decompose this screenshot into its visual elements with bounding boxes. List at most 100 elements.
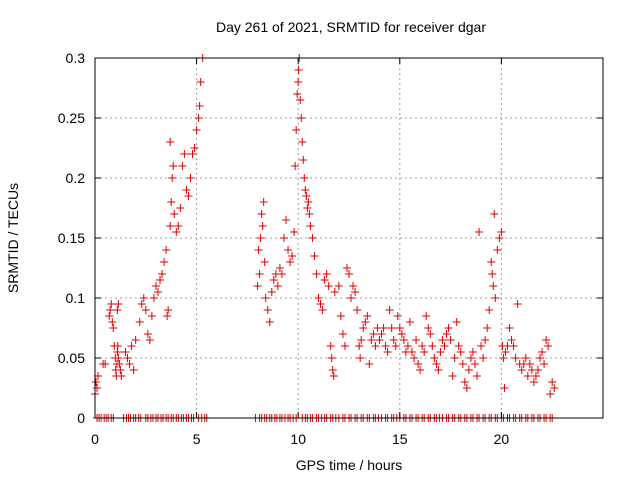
data-point xyxy=(529,378,538,386)
data-point xyxy=(299,156,308,164)
data-point xyxy=(462,384,471,392)
data-point xyxy=(500,384,509,392)
data-points xyxy=(91,54,559,422)
data-point xyxy=(163,312,172,320)
data-point xyxy=(330,288,339,296)
data-point xyxy=(489,282,498,290)
data-point xyxy=(180,150,189,158)
data-point xyxy=(284,246,293,254)
data-point xyxy=(434,366,443,374)
data-point xyxy=(305,210,314,218)
data-point xyxy=(176,204,185,212)
data-point xyxy=(379,324,388,332)
data-point xyxy=(92,378,101,386)
data-point xyxy=(507,336,516,344)
data-point xyxy=(481,336,490,344)
data-point xyxy=(258,222,267,230)
data-point xyxy=(540,360,549,368)
data-point xyxy=(414,360,423,368)
data-point xyxy=(359,324,368,332)
data-point xyxy=(353,306,362,314)
data-point xyxy=(300,174,309,182)
data-point xyxy=(151,282,160,290)
data-point xyxy=(297,114,306,122)
data-point xyxy=(531,372,540,380)
data-point xyxy=(517,366,526,374)
data-point xyxy=(345,270,353,278)
data-point xyxy=(143,330,152,338)
data-point xyxy=(329,372,338,380)
data-point xyxy=(286,258,295,266)
data-point xyxy=(450,354,459,362)
y-tick-label: 0.25 xyxy=(58,110,85,126)
data-point xyxy=(444,324,453,332)
data-point xyxy=(101,360,110,368)
data-point xyxy=(377,330,386,338)
y-tick-label: 0 xyxy=(77,410,85,426)
data-point xyxy=(349,282,358,290)
y-tick-label: 0.3 xyxy=(66,50,86,66)
data-point xyxy=(292,126,301,134)
data-point xyxy=(490,210,499,218)
data-point xyxy=(460,378,469,386)
data-point xyxy=(403,342,412,350)
data-point xyxy=(383,348,392,356)
data-point xyxy=(293,90,302,98)
data-point xyxy=(426,330,435,338)
data-point xyxy=(267,288,276,296)
data-point xyxy=(505,324,514,332)
data-point xyxy=(381,342,390,350)
data-point xyxy=(479,354,488,362)
data-point xyxy=(304,198,313,206)
data-point xyxy=(288,252,297,260)
data-point xyxy=(470,360,479,368)
data-point xyxy=(536,354,545,362)
y-tick-label: 0.15 xyxy=(58,230,85,246)
data-point xyxy=(294,66,303,74)
data-point xyxy=(257,210,266,218)
data-point xyxy=(306,222,315,230)
data-point xyxy=(334,282,343,290)
data-point xyxy=(170,210,179,218)
data-point xyxy=(442,330,451,338)
data-point xyxy=(387,324,396,332)
data-point xyxy=(525,360,534,368)
data-point xyxy=(158,270,167,278)
data-point xyxy=(164,306,173,314)
data-point xyxy=(279,234,288,242)
data-point xyxy=(265,318,274,326)
data-point xyxy=(336,312,345,320)
data-point xyxy=(393,312,402,320)
data-point xyxy=(410,354,419,362)
data-point xyxy=(296,96,305,104)
x-tick-label: 5 xyxy=(193,431,201,447)
data-point xyxy=(178,162,187,170)
data-point xyxy=(338,330,347,338)
data-point xyxy=(395,324,404,332)
data-point xyxy=(436,348,445,356)
data-point xyxy=(255,270,264,278)
data-point xyxy=(497,228,506,236)
data-point xyxy=(291,162,300,170)
data-point xyxy=(485,306,494,314)
data-point xyxy=(405,318,414,326)
data-point xyxy=(391,342,400,350)
data-point xyxy=(367,336,376,344)
data-point xyxy=(277,270,286,278)
data-point xyxy=(115,360,124,368)
data-point xyxy=(509,342,518,350)
data-point xyxy=(273,282,282,290)
data-point xyxy=(188,150,197,158)
data-point xyxy=(513,300,522,308)
data-point xyxy=(369,330,378,338)
data-point xyxy=(114,300,123,308)
data-point xyxy=(156,276,165,284)
data-point xyxy=(294,78,303,86)
data-point xyxy=(169,162,178,170)
data-point xyxy=(149,294,158,302)
x-tick-label: 15 xyxy=(392,431,408,447)
data-point xyxy=(302,192,311,200)
data-point xyxy=(269,276,278,284)
data-point xyxy=(254,246,263,254)
data-point xyxy=(538,348,547,356)
